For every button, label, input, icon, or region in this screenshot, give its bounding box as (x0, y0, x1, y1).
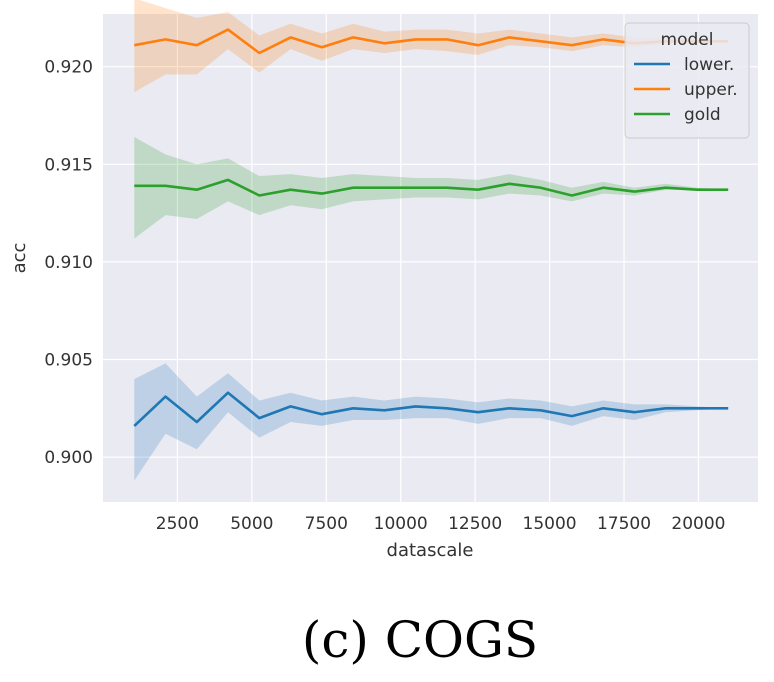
x-tick-label: 5000 (230, 514, 273, 534)
series-line-lower (133, 391, 729, 427)
figure-caption: (c) COGS (302, 611, 538, 669)
y-tick-label: 0.905 (44, 351, 93, 371)
legend-box (624, 22, 750, 139)
legend-label: gold (684, 105, 721, 125)
y-tick-labels: 0.900 0.905 0.910 0.915 0.920 (44, 58, 93, 468)
x-tick-label: 10000 (374, 514, 428, 534)
x-tick-label: 7500 (305, 514, 348, 534)
x-tick-label: 15000 (523, 514, 577, 534)
legend-items: lower. upper. gold (634, 55, 738, 125)
x-tick-label: 20000 (671, 514, 725, 534)
legend-label: lower. (684, 55, 734, 75)
y-tick-label: 0.915 (44, 155, 93, 175)
confidence-band-upper (134, 0, 729, 93)
series-line-gold (134, 178, 729, 197)
confidence-band-lower (134, 363, 729, 481)
y-tick-label: 0.910 (44, 253, 93, 273)
y-axis-label: acc (9, 243, 30, 274)
x-axis-label: datascale (387, 540, 474, 561)
x-tick-label: 12500 (448, 514, 502, 534)
legend-label: upper. (684, 80, 738, 100)
legend: model lower. upper. gold (624, 22, 750, 139)
x-tick-label: 2500 (156, 514, 199, 534)
x-tick-labels: 2500 5000 7500 10000 12500 15000 17500 20000 (156, 514, 726, 534)
y-tick-label: 0.920 (44, 58, 93, 78)
x-tick-label: 17500 (597, 514, 651, 534)
y-tick-label: 0.900 (44, 448, 93, 468)
legend-title: model (661, 30, 714, 50)
